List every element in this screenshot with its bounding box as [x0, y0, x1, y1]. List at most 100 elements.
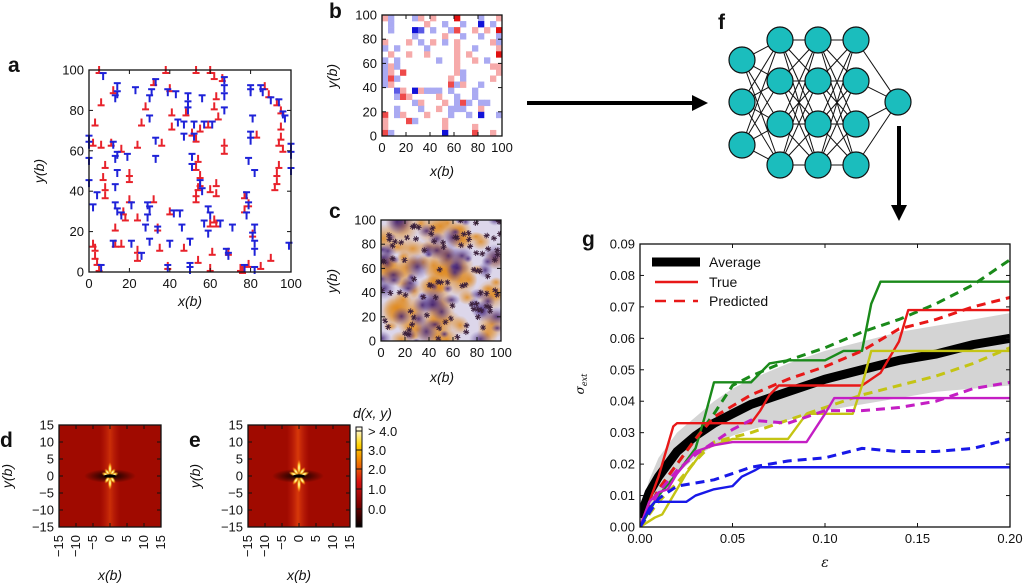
dislocation-core — [474, 314, 482, 321]
positive-dislocation-marker — [271, 183, 279, 192]
network-edge — [817, 39, 857, 166]
density-cell — [442, 99, 449, 107]
negative-dislocation-marker — [243, 191, 251, 200]
positive-dislocation-marker — [99, 173, 107, 182]
negative-dislocation-marker — [113, 169, 121, 178]
negative-dislocation-marker — [190, 132, 198, 141]
density-cell — [472, 129, 479, 137]
dislocation-core — [463, 329, 470, 336]
density-cell — [382, 81, 389, 88]
density-cell — [496, 39, 503, 46]
negative-dislocation-marker — [131, 86, 139, 95]
density-cell — [406, 93, 413, 100]
stress-lobe-purple — [480, 293, 496, 310]
positive-dislocation-marker — [133, 213, 141, 222]
density-cell — [418, 39, 425, 46]
negative-dislocation-marker — [144, 213, 152, 222]
stress-petal — [296, 476, 302, 493]
density-cell — [496, 27, 503, 34]
negative-dislocation-marker — [275, 98, 283, 107]
density-cell — [424, 87, 431, 94]
positive-dislocation-marker — [245, 259, 253, 268]
dislocation-core — [415, 224, 422, 231]
stress-lobe-purple — [482, 243, 501, 270]
stress-lobe-purple — [431, 301, 452, 323]
positive-dislocation-marker — [257, 261, 265, 270]
negative-dislocation-marker — [243, 211, 251, 220]
density-cell — [448, 111, 455, 119]
density-cell — [388, 81, 395, 88]
dislocation-core — [406, 326, 413, 333]
density-cell — [448, 81, 455, 88]
density-cell — [460, 75, 467, 82]
positive-dislocation-marker — [101, 191, 109, 200]
negative-dislocation-marker — [111, 183, 119, 192]
x-tick-label: −5 — [85, 535, 100, 550]
dislocation-core — [476, 268, 483, 275]
dislocation-core — [409, 321, 416, 328]
dislocation-core — [385, 232, 393, 239]
positive-dislocation-marker — [192, 195, 200, 204]
y-tick-label: 0.06 — [610, 331, 635, 346]
density-cell — [454, 51, 461, 58]
negative-dislocation-marker — [204, 229, 212, 238]
negative-dislocation-marker — [220, 76, 228, 85]
negative-dislocation-marker — [164, 263, 172, 272]
x-tick-label: 40 — [423, 140, 437, 155]
density-cell — [412, 15, 419, 22]
density-cell — [454, 105, 461, 113]
dislocation-core — [480, 324, 487, 331]
dislocation-core — [473, 300, 480, 307]
positive-dislocation-marker — [158, 138, 166, 147]
dislocation-core — [396, 289, 403, 296]
density-cell — [418, 105, 425, 113]
density-cell — [436, 105, 443, 113]
density-cell — [382, 39, 389, 46]
dislocation-core — [386, 236, 393, 243]
x-tick-label: 0 — [377, 345, 384, 360]
negative-dislocation-marker — [247, 136, 255, 145]
negative-dislocation-marker — [251, 169, 259, 178]
density-cell — [418, 15, 425, 22]
density-cell — [406, 117, 413, 125]
positive-dislocation-marker — [277, 132, 285, 141]
density-cell — [430, 27, 437, 34]
dislocation-core — [442, 319, 449, 326]
negative-dislocation-marker — [180, 120, 188, 129]
stress-lobe-purple — [412, 294, 433, 316]
dislocation-core — [477, 289, 484, 296]
dislocation-core — [420, 294, 427, 301]
dislocation-core — [485, 245, 492, 252]
density-cell — [490, 21, 497, 28]
stress-lobe-purple — [385, 220, 409, 235]
stress-lobe-purple — [381, 330, 392, 341]
y-tick-label: 100 — [62, 63, 84, 78]
negative-dislocation-marker — [164, 88, 172, 97]
negative-dislocation-marker — [198, 94, 206, 103]
dislocation-core — [407, 308, 414, 315]
positive-dislocation-marker — [220, 138, 228, 147]
density-cell — [388, 51, 395, 58]
negative-dislocation-marker — [109, 239, 117, 248]
negative-dislocation-marker — [117, 211, 125, 220]
x-tick-label: 15 — [342, 535, 357, 549]
neuron-node — [884, 88, 912, 116]
density-cell — [460, 105, 467, 113]
x-tick-label: 40 — [163, 276, 177, 291]
negative-dislocation-marker — [176, 209, 184, 218]
colorbar-tick-label: > 4.0 — [368, 424, 397, 439]
dislocation-core — [404, 234, 411, 241]
y-tick-label: 60 — [362, 261, 376, 276]
positive-dislocation-marker — [182, 108, 190, 117]
negative-dislocation-marker — [113, 82, 121, 91]
density-cell — [382, 69, 389, 76]
dislocation-core — [465, 230, 472, 237]
negative-dislocation-marker — [251, 265, 259, 274]
positive-dislocation-marker — [150, 195, 158, 204]
density-cell — [418, 99, 425, 107]
dislocation-core — [496, 230, 501, 237]
density-cell — [472, 123, 479, 131]
negative-dislocation-marker — [251, 223, 259, 232]
negative-dislocation-marker — [220, 92, 228, 101]
